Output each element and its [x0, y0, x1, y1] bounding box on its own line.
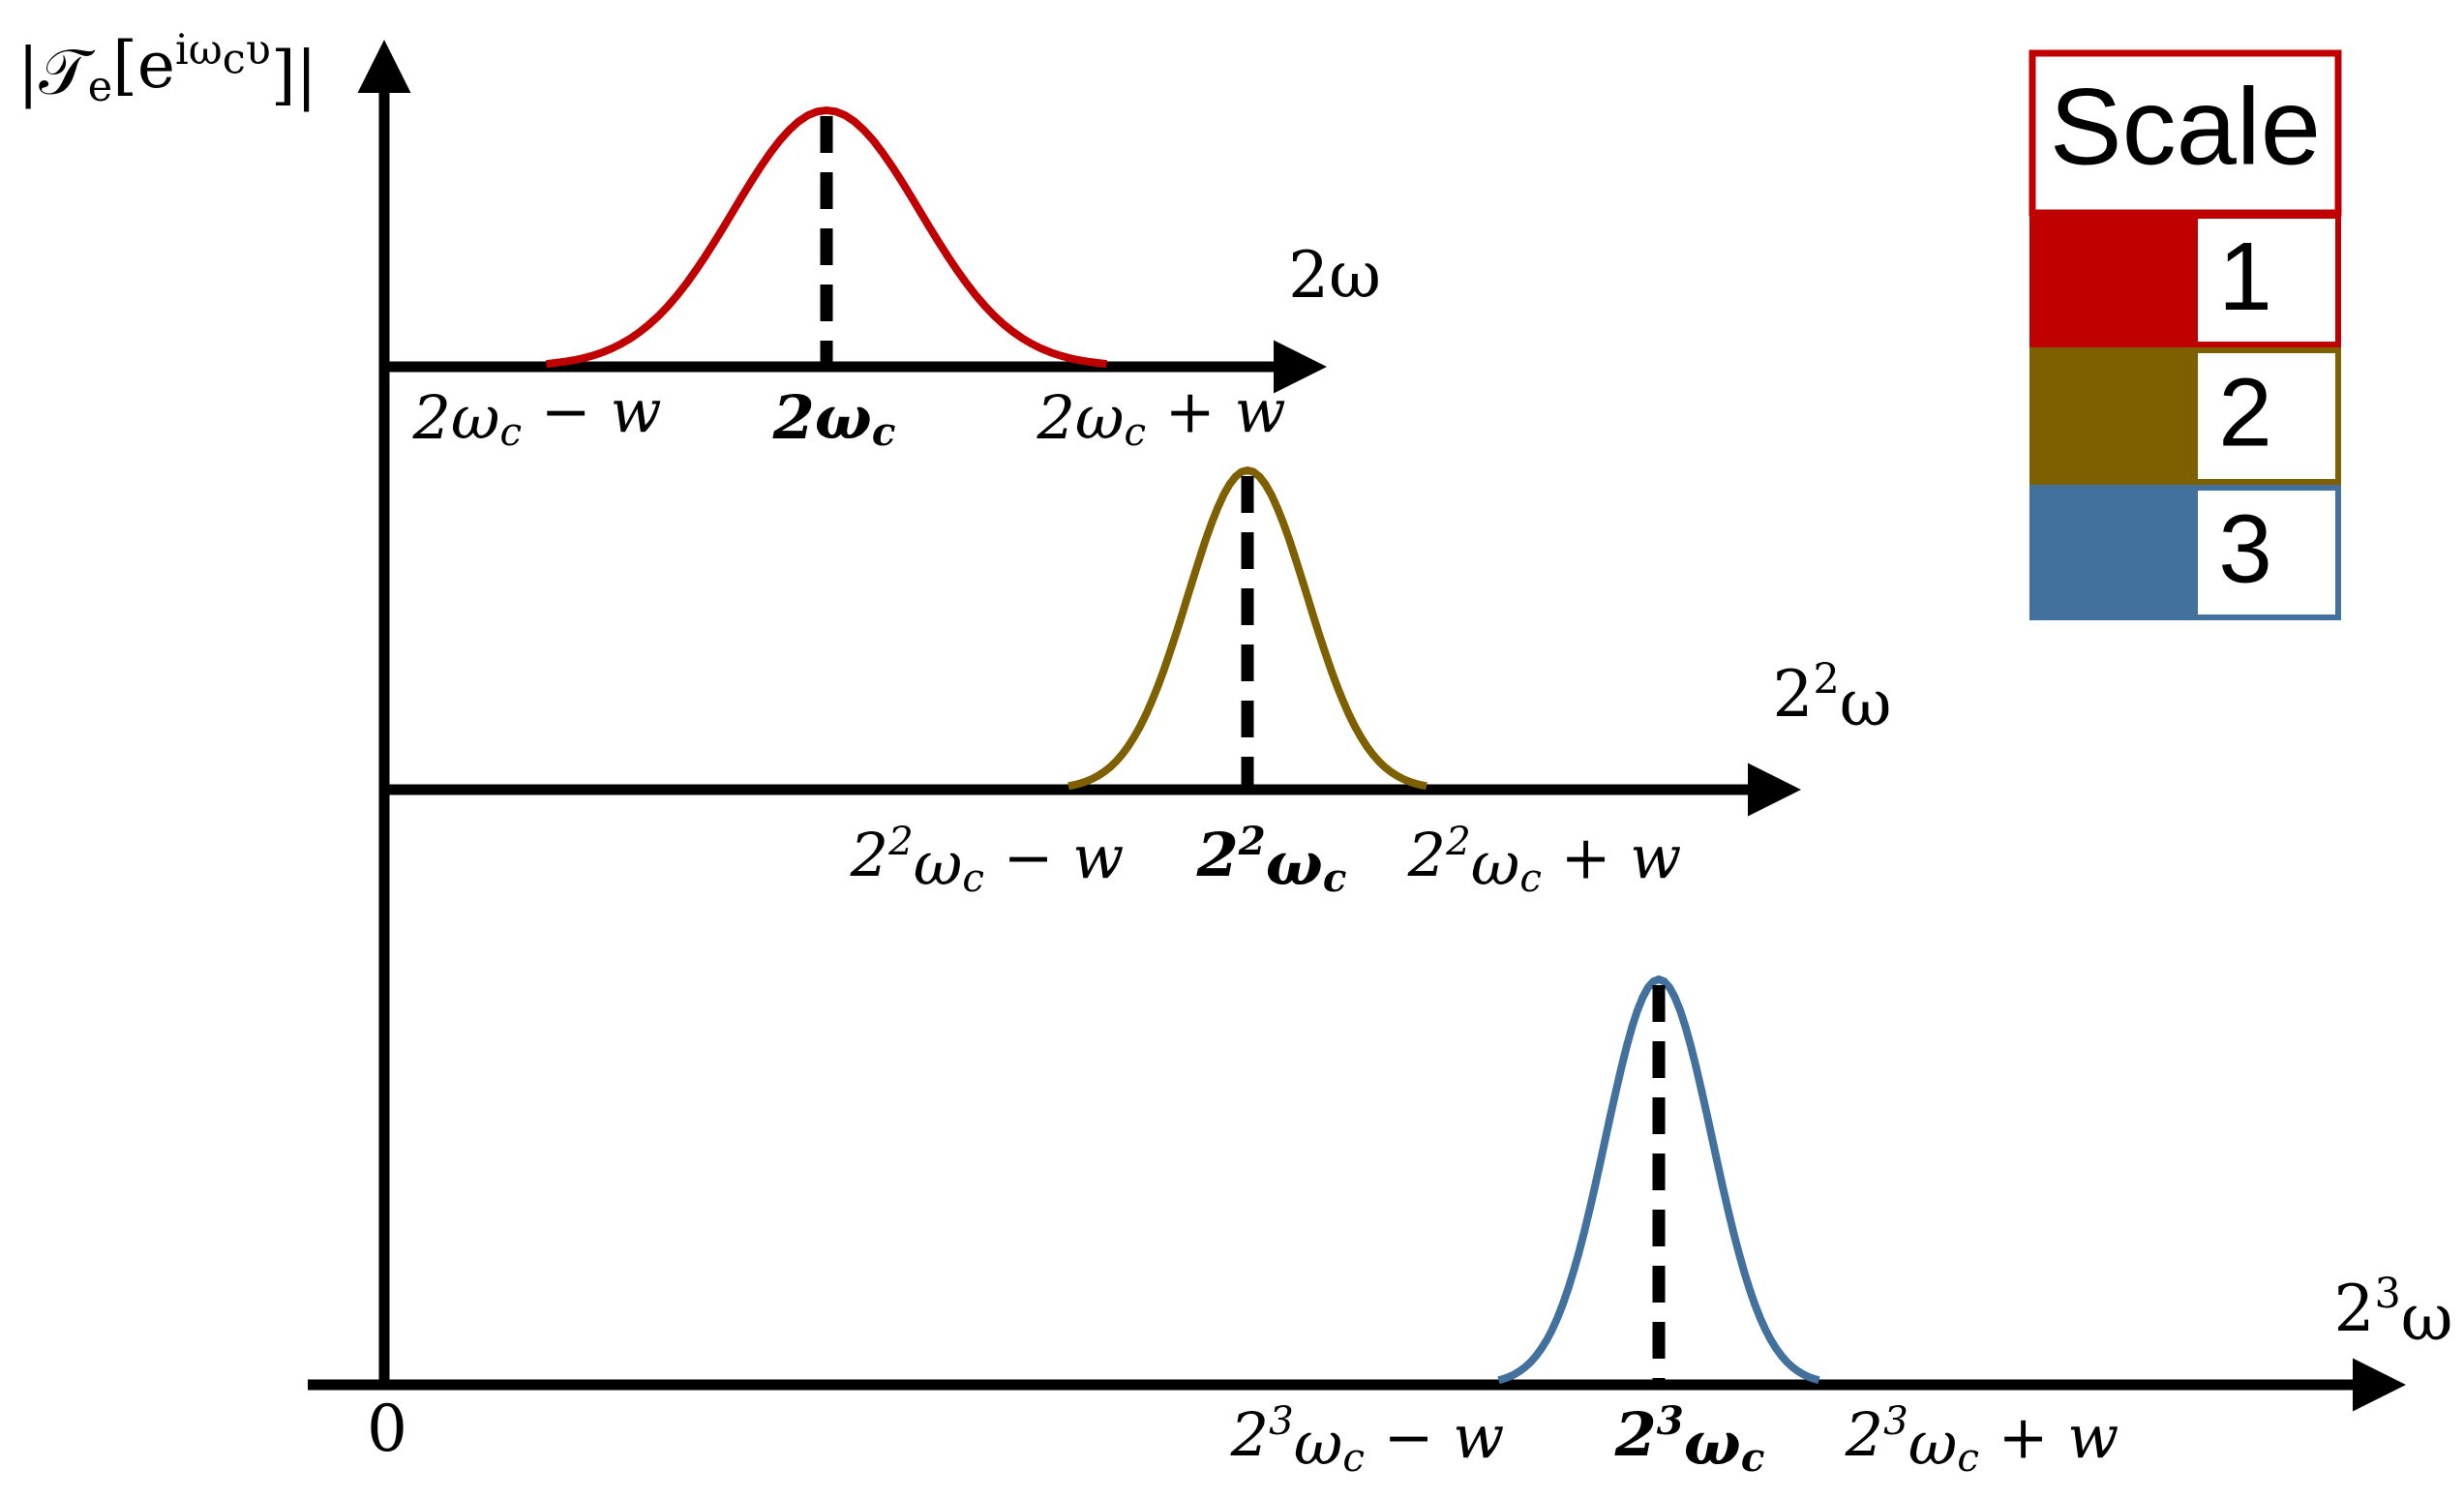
label-part: c — [962, 855, 984, 901]
label-part: ω — [1294, 1408, 1343, 1479]
label-part: 2 — [1845, 1399, 1883, 1470]
legend-box — [2192, 213, 2341, 347]
legend-swatch — [2029, 485, 2195, 620]
label-part: 2 — [850, 820, 888, 890]
label-part: ω — [2401, 1281, 2453, 1356]
label-part: 2 — [1196, 820, 1239, 890]
label-part: c — [1125, 409, 1147, 455]
curve — [1067, 465, 1427, 791]
label-part: c — [1519, 855, 1542, 901]
label-part: ]| — [271, 38, 317, 112]
label-part: 2 — [1230, 1399, 1269, 1470]
label-part: 3 — [1657, 1397, 1684, 1444]
label-part: ω — [1684, 1408, 1741, 1479]
label-part: c — [223, 35, 246, 83]
label-part: + w — [1979, 1402, 2118, 1473]
left-label: 2ωc − w — [411, 376, 661, 455]
label-part: 2 — [1813, 655, 1839, 704]
label-part: e — [88, 63, 112, 111]
legend-number: 2 — [2218, 358, 2272, 466]
label-part: iω — [175, 26, 223, 75]
label-part: − w — [522, 376, 661, 447]
label-part: 2 — [1445, 819, 1471, 864]
label-part: 2 — [1238, 818, 1266, 864]
label-part: 2ω — [411, 382, 499, 453]
center-label: 22ωc — [1196, 818, 1347, 901]
label-part: c — [1323, 854, 1347, 901]
label-part: 2 — [1772, 657, 1813, 732]
y-axis-label: |𝒯e[eiωcυ]| — [17, 26, 317, 112]
label-part: 3 — [2374, 1270, 2400, 1318]
label-part: ω — [914, 828, 963, 899]
left-label: 23ωc − w — [1230, 1398, 1505, 1481]
label-part: |𝒯 — [17, 35, 96, 109]
label-part: ω — [1471, 828, 1520, 899]
axis-label: 2ω — [1288, 238, 1381, 313]
label-part: + w — [1146, 376, 1285, 447]
legend-title-box — [2028, 49, 2342, 217]
label-part: 2 — [1614, 1399, 1657, 1470]
label-part: 3 — [1883, 1398, 1908, 1444]
label-part: 2 — [1407, 820, 1446, 890]
legend-number: 3 — [2218, 494, 2272, 603]
legend-swatch — [2029, 213, 2195, 347]
legend-title: Scale — [2050, 67, 2321, 188]
label-part: [e — [112, 28, 175, 103]
legend-number: 1 — [2218, 223, 2272, 331]
legend-box — [2192, 347, 2341, 485]
curve — [1497, 974, 1820, 1385]
label-part: ω — [1840, 667, 1892, 741]
label-part: 3 — [1269, 1398, 1294, 1444]
right-label: 23ωc + w — [1845, 1398, 2119, 1481]
axis-label: 23ω — [2333, 1270, 2452, 1356]
label-part: − w — [1365, 1402, 1504, 1473]
label-part: 2ω — [772, 382, 872, 453]
label-part: c — [1957, 1435, 1979, 1481]
right-label: 22ωc + w — [1407, 819, 1682, 901]
label-part: c — [1342, 1435, 1365, 1481]
center-label: 23ωc — [1614, 1397, 1765, 1481]
label-part: ω — [1908, 1408, 1958, 1479]
label-part: 2 — [887, 819, 914, 864]
center-label: 2ωc — [772, 382, 896, 455]
label-part: ω — [1266, 828, 1323, 899]
label-part: − w — [984, 823, 1124, 893]
label-part: 2 — [2333, 1272, 2374, 1346]
axis-label: 22ω — [1772, 655, 1891, 741]
right-label: 2ωc + w — [1036, 376, 1285, 455]
legend-box — [2192, 485, 2341, 620]
curve — [546, 105, 1107, 369]
label-part: c — [1741, 1434, 1765, 1481]
label-part: 2ω — [1036, 382, 1124, 453]
label-part: c — [872, 408, 896, 455]
left-label: 22ωc − w — [850, 819, 1125, 901]
label-part: 2ω — [1288, 238, 1381, 313]
label-part: + w — [1542, 823, 1681, 893]
label-part: c — [500, 409, 523, 455]
origin-label: 0 — [367, 1392, 407, 1466]
label-part: υ — [246, 26, 271, 75]
legend-swatch — [2029, 347, 2195, 485]
